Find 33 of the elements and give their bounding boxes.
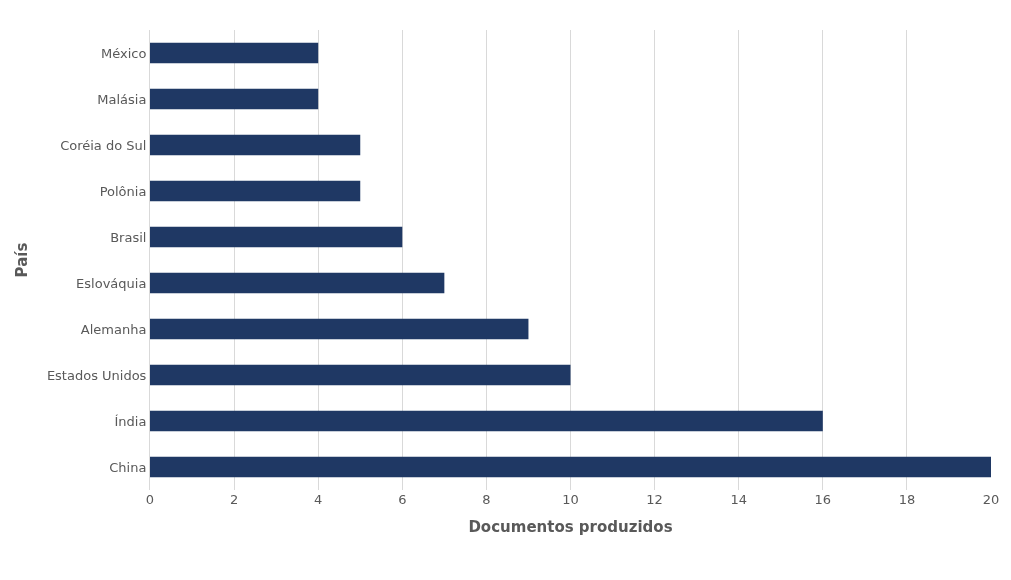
bar [150,134,361,156]
x-tick-label: 8 [482,492,491,507]
bar [150,456,991,478]
x-axis-title: Documentos produzidos [468,518,673,536]
bar [150,180,361,202]
bar [150,410,823,432]
x-tick-label: 18 [898,492,916,507]
x-tick-label: 2 [229,492,239,507]
y-tick-label: Brasil [110,229,147,245]
y-tick-label: Índia [114,413,147,429]
y-tick-label: Eslováquia [76,275,147,291]
x-tick-label: 16 [814,492,832,507]
bar [150,42,319,64]
x-tick-label: 0 [145,492,155,507]
x-tick-label: 20 [982,492,1000,507]
x-tick-label: 6 [398,492,407,507]
x-tick-label: 4 [314,492,323,507]
y-tick-label: Malásia [97,91,147,107]
bar [150,88,319,110]
y-tick-label: Coréia do Sul [60,137,147,153]
y-axis-title: País [13,242,32,278]
bar [150,226,403,248]
x-tick-label: 14 [730,492,747,507]
y-tick-label: China [109,459,147,475]
bar [150,318,529,340]
x-tick-label: 10 [562,492,579,507]
y-tick-label: Alemanha [80,321,147,337]
y-tick-label: Polônia [99,183,147,199]
bar [150,272,445,294]
y-tick-label: Estados Unidos [46,367,147,383]
bar [150,364,571,386]
y-tick-label: México [100,45,147,61]
x-tick-label: 12 [646,492,663,507]
